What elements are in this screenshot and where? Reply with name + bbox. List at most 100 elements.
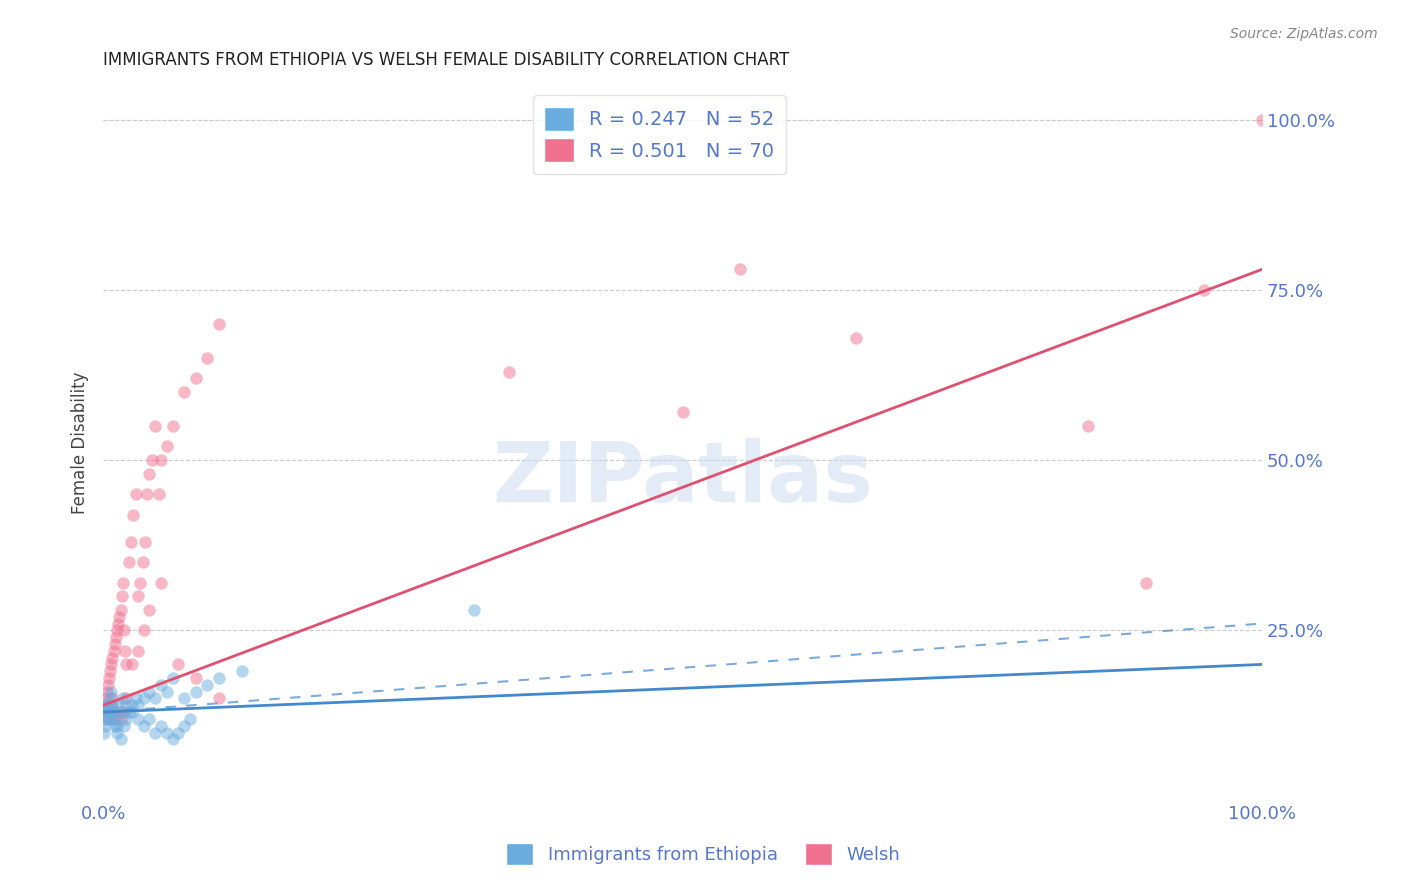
Point [107, 698, 129, 713]
Point [97, 705, 120, 719]
Point [100, 684, 122, 698]
Point [127, 590, 149, 604]
Point [730, 262, 752, 277]
Point [124, 487, 146, 501]
Point [179, 712, 201, 726]
Point [96, 698, 118, 713]
Point [129, 575, 152, 590]
Point [127, 644, 149, 658]
Text: ZIPatlas: ZIPatlas [492, 438, 873, 519]
Point [97, 712, 120, 726]
Point [156, 440, 179, 454]
Text: Source: ZipAtlas.com: Source: ZipAtlas.com [1230, 27, 1378, 41]
Point [115, 712, 138, 726]
Point [117, 705, 139, 719]
Point [208, 671, 231, 685]
Point [105, 624, 128, 638]
Point [103, 705, 125, 719]
Point [173, 719, 195, 733]
Point [671, 405, 693, 419]
Point [1077, 419, 1099, 434]
Point [100, 657, 122, 672]
Point [96, 712, 118, 726]
Point [97, 671, 120, 685]
Point [197, 351, 219, 365]
Point [117, 555, 139, 569]
Point [121, 705, 143, 719]
Point [101, 698, 124, 713]
Point [94, 719, 117, 733]
Point [97, 678, 120, 692]
Point [184, 671, 207, 685]
Point [156, 684, 179, 698]
Point [231, 664, 253, 678]
Point [97, 705, 120, 719]
Point [150, 453, 173, 467]
Point [167, 657, 190, 672]
Point [122, 508, 145, 522]
Point [498, 365, 520, 379]
Point [97, 705, 120, 719]
Text: IMMIGRANTS FROM ETHIOPIA VS WELSH FEMALE DISABILITY CORRELATION CHART: IMMIGRANTS FROM ETHIOPIA VS WELSH FEMALE… [103, 51, 789, 69]
Point [105, 719, 128, 733]
Point [111, 691, 134, 706]
Point [93, 712, 115, 726]
Point [93, 698, 115, 713]
Point [138, 603, 160, 617]
Point [101, 691, 124, 706]
Point [112, 719, 135, 733]
Point [131, 555, 153, 569]
Y-axis label: Female Disability: Female Disability [72, 372, 89, 515]
Point [156, 725, 179, 739]
Point [463, 603, 485, 617]
Point [132, 624, 155, 638]
Point [94, 705, 117, 719]
Point [138, 467, 160, 481]
Point [110, 712, 132, 726]
Point [93, 698, 115, 713]
Point [845, 330, 868, 344]
Point [103, 644, 125, 658]
Point [162, 671, 184, 685]
Point [148, 487, 170, 501]
Point [104, 630, 127, 644]
Point [1192, 283, 1215, 297]
Point [104, 712, 127, 726]
Point [184, 371, 207, 385]
Point [141, 453, 163, 467]
Point [98, 705, 121, 719]
Point [112, 624, 135, 638]
Legend: Immigrants from Ethiopia, Welsh: Immigrants from Ethiopia, Welsh [498, 834, 908, 874]
Point [121, 657, 143, 672]
Point [111, 590, 134, 604]
Point [197, 678, 219, 692]
Point [173, 691, 195, 706]
Point [110, 603, 132, 617]
Point [136, 487, 159, 501]
Point [121, 698, 143, 713]
Point [124, 691, 146, 706]
Legend: R = 0.247   N = 52, R = 0.501   N = 70: R = 0.247 N = 52, R = 0.501 N = 70 [533, 95, 786, 174]
Point [100, 698, 122, 713]
Point [112, 705, 135, 719]
Point [96, 712, 118, 726]
Point [97, 698, 120, 713]
Point [115, 691, 138, 706]
Point [184, 684, 207, 698]
Point [132, 719, 155, 733]
Point [162, 732, 184, 747]
Point [127, 712, 149, 726]
Point [98, 664, 121, 678]
Point [143, 691, 166, 706]
Point [105, 725, 128, 739]
Point [107, 616, 129, 631]
Point [167, 725, 190, 739]
Point [162, 419, 184, 434]
Point [138, 712, 160, 726]
Point [127, 698, 149, 713]
Point [110, 705, 132, 719]
Point [150, 719, 173, 733]
Point [132, 691, 155, 706]
Point [138, 684, 160, 698]
Point [104, 712, 127, 726]
